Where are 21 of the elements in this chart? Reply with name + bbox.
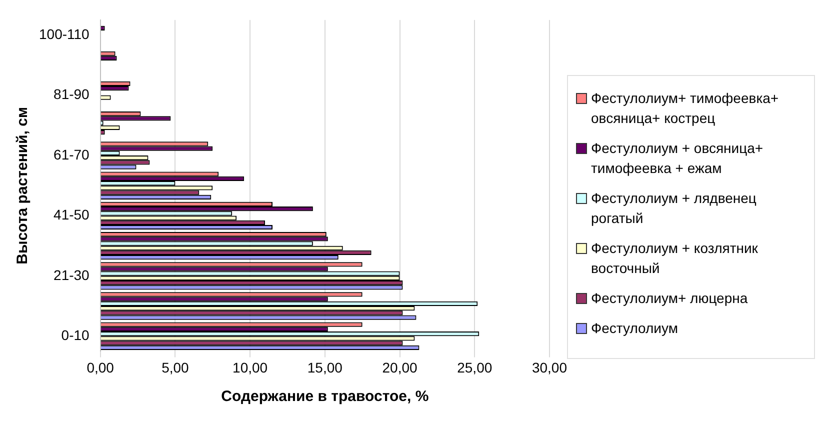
y-tick-label: 61-70 bbox=[54, 146, 90, 162]
legend-label: Фестулолиум + козлятник восточный bbox=[591, 239, 759, 278]
x-tick-label: 10,00 bbox=[232, 359, 268, 376]
y-tick-label: 81-90 bbox=[54, 86, 90, 102]
y-tick-label: 100-110 bbox=[38, 26, 90, 42]
legend-label: Фестулолиум+ люцерна bbox=[591, 289, 748, 308]
legend-label: Фестулолиум+ тимофеевка+ овсяница+ кострец bbox=[591, 89, 780, 128]
y-axis-title: Высота растений, см bbox=[14, 106, 32, 264]
legend-label: Фестулолиум bbox=[591, 319, 678, 338]
x-tick-label: 20,00 bbox=[382, 359, 418, 376]
x-tick-label: 25,00 bbox=[457, 359, 492, 376]
legend-label: Фестулолиум + овсяница+ тимофеевка + ежам bbox=[591, 139, 764, 178]
y-tick-label: 0-10 bbox=[61, 327, 90, 344]
x-tick-label: 30,00 bbox=[532, 359, 568, 376]
y-tick-label: 21-30 bbox=[54, 266, 90, 283]
x-axis-title: Содержание в травостое, % bbox=[221, 388, 429, 406]
legend-label: Фестулолиум + лядвенец рогатый bbox=[591, 189, 758, 228]
x-tick-label: 5,00 bbox=[162, 359, 190, 376]
x-tick-label: 15,00 bbox=[307, 359, 343, 376]
x-tick-label: 0,00 bbox=[86, 359, 114, 376]
y-tick-label: 41-50 bbox=[54, 206, 90, 223]
